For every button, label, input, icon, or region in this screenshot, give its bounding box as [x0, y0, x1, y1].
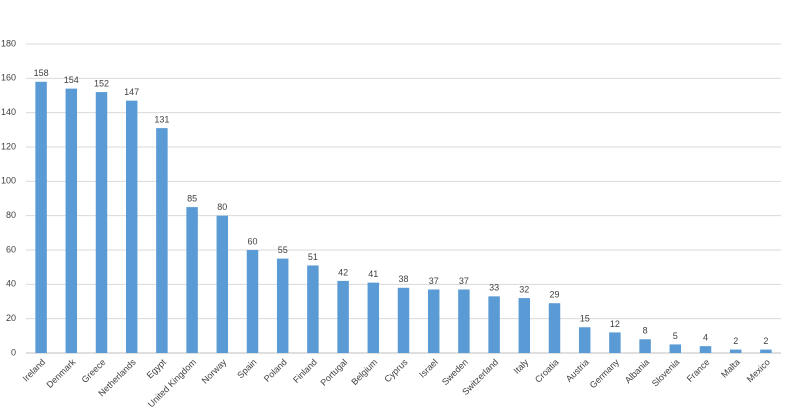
bar: [246, 250, 259, 353]
y-tick-label: 40: [6, 279, 16, 289]
bar: [518, 298, 531, 353]
x-tick-label: Poland: [262, 357, 289, 384]
x-tick-label: Mexico: [745, 357, 772, 384]
x-tick-label: Sweden: [440, 357, 470, 387]
y-tick-label: 0: [11, 347, 16, 357]
x-tick-label: Albania: [623, 357, 651, 385]
bar: [156, 128, 168, 353]
bar: [125, 100, 138, 354]
x-tick-label: Ireland: [21, 357, 48, 384]
x-tick-label: Norway: [200, 357, 229, 386]
bar: [216, 215, 229, 353]
data-label: 131: [154, 114, 169, 124]
bar: [669, 344, 682, 353]
data-label: 32: [519, 284, 529, 294]
bar: [609, 332, 621, 353]
x-tick-label: Finland: [291, 357, 319, 385]
bar: [276, 258, 289, 353]
x-tick-label: Egypt: [145, 357, 169, 381]
data-label: 38: [398, 274, 408, 284]
bar: [397, 287, 410, 353]
y-tick-label: 100: [1, 176, 16, 186]
data-label: 80: [217, 202, 227, 212]
data-label: 8: [643, 326, 648, 336]
y-tick-label: 60: [6, 244, 16, 254]
data-label: 147: [124, 87, 139, 97]
bar: [427, 289, 440, 353]
x-tick-label: Israel: [417, 357, 440, 380]
bar: [186, 207, 198, 353]
bar: [35, 81, 47, 354]
bar: [65, 88, 78, 353]
y-tick-label: 140: [1, 107, 16, 117]
x-tick-label: Italy: [512, 357, 531, 376]
x-tick-label: Spain: [235, 357, 258, 380]
data-label: 41: [368, 269, 378, 279]
data-label: 51: [308, 252, 318, 262]
bar: [548, 303, 561, 353]
bar: [699, 346, 712, 353]
x-tick-label: Greece: [80, 357, 108, 385]
x-tick-label: Croatia: [533, 357, 561, 385]
x-tick-label: Malta: [719, 357, 742, 380]
y-tick-label: 20: [6, 313, 16, 323]
x-tick-label: France: [685, 357, 712, 384]
data-label: 2: [763, 336, 768, 346]
bar: [458, 289, 470, 353]
data-label: 15: [580, 314, 590, 324]
data-label: 4: [703, 333, 708, 343]
data-label: 37: [459, 276, 469, 286]
x-tick-label: Austria: [564, 357, 591, 384]
bar: [95, 92, 108, 354]
bar: [488, 296, 500, 353]
data-label: 152: [94, 78, 109, 88]
bar: [307, 265, 319, 353]
data-label: 55: [278, 245, 288, 255]
y-tick-label: 80: [6, 210, 16, 220]
x-tick-label: Belgium: [349, 357, 379, 387]
x-tick-label: Cyprus: [382, 357, 410, 385]
bar: [729, 349, 742, 353]
bar: [337, 280, 349, 353]
data-label: 2: [733, 336, 738, 346]
bar: [367, 282, 380, 353]
x-tick-label: Denmark: [45, 357, 78, 390]
x-tick-label: Portugal: [318, 357, 349, 388]
data-label: 42: [338, 267, 348, 277]
data-label: 154: [64, 75, 79, 85]
bar: [639, 339, 651, 353]
data-label: 29: [549, 290, 559, 300]
data-label: 5: [673, 331, 678, 341]
bar: [578, 327, 591, 353]
x-tick-label: Germany: [588, 357, 622, 391]
data-label: 60: [247, 236, 257, 246]
bar: [760, 349, 772, 353]
data-label: 33: [489, 283, 499, 293]
x-tick-label: Slovenia: [650, 357, 681, 388]
data-label: 12: [610, 319, 620, 329]
y-tick-label: 160: [1, 73, 16, 83]
y-tick-label: 120: [1, 141, 16, 151]
data-label: 158: [34, 68, 49, 78]
y-tick-label: 180: [1, 38, 16, 48]
data-label: 85: [187, 193, 197, 203]
data-label: 37: [429, 276, 439, 286]
